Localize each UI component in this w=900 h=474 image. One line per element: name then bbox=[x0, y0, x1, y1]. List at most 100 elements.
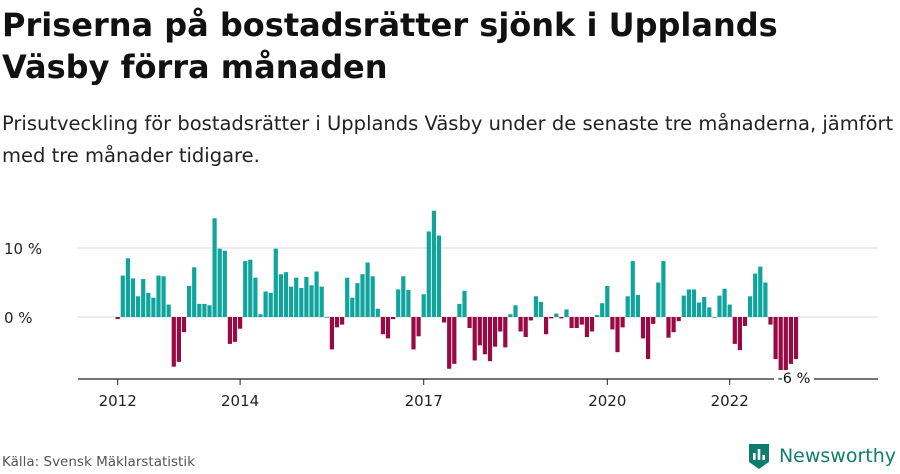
bar bbox=[697, 302, 702, 317]
bar bbox=[340, 317, 345, 325]
bar bbox=[161, 276, 166, 317]
bar bbox=[263, 291, 268, 317]
x-tick-label: 2012 bbox=[99, 392, 137, 410]
bar bbox=[763, 282, 768, 317]
bar bbox=[120, 275, 125, 317]
bar bbox=[319, 286, 324, 317]
bar-chart: 0 % 10 % 2012 2014 2017 2020 2022 -6 % bbox=[4, 210, 878, 410]
bar bbox=[421, 294, 426, 317]
bar bbox=[564, 309, 569, 317]
bar bbox=[569, 317, 574, 329]
bar bbox=[243, 261, 248, 317]
bar bbox=[691, 289, 697, 317]
bar bbox=[503, 317, 508, 348]
bar bbox=[232, 317, 238, 342]
bar bbox=[115, 317, 120, 320]
bar bbox=[589, 317, 595, 332]
bar bbox=[523, 317, 528, 338]
bar bbox=[671, 317, 676, 333]
bar bbox=[600, 303, 605, 317]
bar bbox=[559, 317, 564, 319]
bar bbox=[452, 317, 457, 364]
last-value-label: -6 % bbox=[778, 371, 811, 387]
last-value-label-bg bbox=[774, 370, 814, 387]
bar bbox=[712, 317, 717, 318]
source-note: Källa: Svensk Mäklarstatistik bbox=[2, 454, 195, 470]
bar bbox=[416, 317, 421, 337]
bar bbox=[345, 277, 350, 317]
x-tick-label: 2022 bbox=[711, 392, 749, 410]
newsworthy-logo-icon bbox=[748, 444, 769, 469]
bar bbox=[406, 290, 411, 317]
bar bbox=[742, 317, 748, 326]
bar bbox=[176, 317, 181, 362]
bar bbox=[156, 275, 161, 317]
bar bbox=[472, 317, 477, 361]
bar bbox=[350, 297, 355, 317]
bar bbox=[442, 317, 447, 323]
bar bbox=[146, 292, 151, 317]
bar bbox=[773, 317, 778, 360]
bar bbox=[702, 296, 707, 317]
bar bbox=[737, 317, 742, 351]
bar bbox=[370, 276, 375, 317]
bar bbox=[192, 267, 197, 317]
bar bbox=[222, 250, 227, 317]
bar bbox=[584, 317, 589, 338]
bar bbox=[508, 314, 513, 317]
bar bbox=[574, 317, 579, 329]
bar bbox=[436, 235, 442, 317]
bar bbox=[727, 304, 732, 317]
bar bbox=[493, 317, 498, 347]
brand-logo: Newsworthy bbox=[747, 441, 896, 471]
bar bbox=[487, 317, 493, 362]
bar bbox=[329, 317, 334, 350]
bar bbox=[676, 317, 681, 322]
bar bbox=[498, 317, 503, 332]
bar bbox=[283, 272, 289, 317]
bar bbox=[166, 304, 171, 317]
bar bbox=[477, 317, 482, 346]
bar bbox=[651, 317, 656, 324]
bar bbox=[482, 317, 487, 355]
y-tick-label: 10 % bbox=[4, 240, 42, 258]
bar bbox=[187, 285, 192, 317]
bar bbox=[457, 303, 462, 317]
bar bbox=[151, 297, 156, 317]
bar bbox=[268, 292, 273, 317]
bar bbox=[314, 271, 319, 317]
bar bbox=[518, 317, 523, 332]
bar bbox=[748, 296, 753, 317]
bar bbox=[595, 314, 600, 317]
bar bbox=[324, 317, 329, 318]
bar bbox=[202, 303, 207, 317]
x-tick-label: 2014 bbox=[221, 392, 259, 410]
bar bbox=[635, 294, 640, 317]
bar bbox=[197, 303, 202, 317]
bar bbox=[171, 317, 176, 367]
bar bbox=[793, 317, 799, 360]
bar bbox=[640, 317, 646, 339]
bar bbox=[217, 248, 222, 317]
bar bbox=[554, 313, 559, 317]
bar bbox=[396, 289, 401, 317]
bar bbox=[681, 295, 686, 317]
bar bbox=[783, 317, 788, 373]
axes: 2012 2014 2017 2020 2022 -6 % bbox=[78, 370, 878, 410]
bar bbox=[130, 278, 136, 317]
bar bbox=[666, 317, 671, 338]
bar bbox=[625, 296, 630, 317]
bar bbox=[717, 295, 722, 317]
bar bbox=[656, 282, 661, 317]
bar bbox=[533, 296, 538, 317]
chart-subtitle: Prisutveckling för bostadsrätter i Uppla… bbox=[2, 112, 894, 167]
bar bbox=[294, 277, 299, 317]
bar bbox=[227, 317, 232, 344]
bar bbox=[258, 314, 263, 317]
bar bbox=[778, 317, 783, 373]
bar bbox=[253, 277, 258, 317]
bar bbox=[758, 266, 763, 317]
bar bbox=[620, 317, 625, 328]
bar bbox=[768, 317, 773, 325]
bar bbox=[238, 317, 243, 329]
